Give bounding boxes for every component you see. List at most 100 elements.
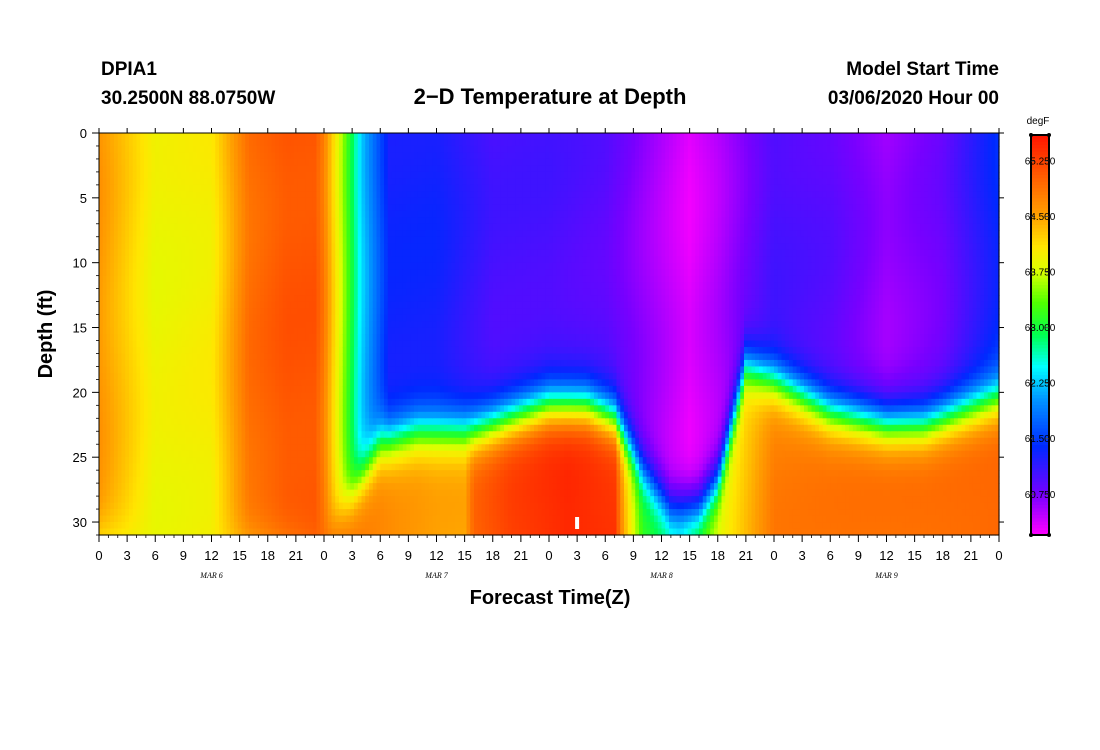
heatmap-cell xyxy=(331,405,336,413)
heatmap-cell xyxy=(354,249,359,257)
heatmap-cell xyxy=(162,171,168,179)
heatmap-cell xyxy=(297,243,303,251)
heatmap-cell xyxy=(110,444,115,452)
heatmap-cell xyxy=(249,321,254,329)
heatmap-cell xyxy=(249,379,254,387)
heatmap-cell xyxy=(215,223,220,231)
heatmap-cell xyxy=(350,133,355,141)
heatmap-cell xyxy=(346,197,351,205)
heatmap-cell xyxy=(114,372,119,380)
heatmap-cell xyxy=(196,450,201,458)
heatmap-cell xyxy=(339,275,344,283)
heatmap-cell xyxy=(354,392,359,400)
heatmap-cell xyxy=(297,165,303,173)
heatmap-cell xyxy=(391,496,396,504)
heatmap-cell xyxy=(357,204,363,212)
heatmap-cell xyxy=(144,145,149,154)
heatmap-cell xyxy=(174,223,179,231)
heatmap-cell xyxy=(369,321,374,329)
heatmap-cell xyxy=(275,444,280,452)
heatmap-cell xyxy=(297,262,303,270)
heatmap-cell xyxy=(342,217,348,225)
model-start-label: Model Start Time xyxy=(846,59,999,80)
heatmap-cell xyxy=(140,509,145,517)
heatmap-cell xyxy=(129,411,134,419)
heatmap-cell xyxy=(249,385,254,393)
heatmap-cell xyxy=(140,502,145,510)
heatmap-cell xyxy=(211,210,216,218)
heatmap-cell xyxy=(117,184,123,192)
heatmap-cell xyxy=(155,171,160,179)
heatmap-cell xyxy=(140,178,145,186)
heatmap-cell xyxy=(271,418,276,426)
heatmap-cell xyxy=(102,301,108,309)
heatmap-cell xyxy=(159,314,164,322)
heatmap-cell xyxy=(282,308,288,316)
heatmap-cell xyxy=(230,502,235,510)
heatmap-cell xyxy=(324,145,329,154)
heatmap-cell xyxy=(376,165,381,173)
heatmap-cell xyxy=(290,444,295,452)
heatmap-cell xyxy=(170,314,175,322)
heatmap-cell xyxy=(140,165,145,173)
heatmap-cell xyxy=(117,171,123,179)
heatmap-cell xyxy=(324,424,329,432)
heatmap-cell xyxy=(222,476,228,484)
heatmap-cell xyxy=(391,392,396,400)
heatmap-cell xyxy=(309,295,314,303)
heatmap-cell xyxy=(342,145,348,154)
heatmap-cell xyxy=(354,230,359,238)
heatmap-cell xyxy=(226,327,231,335)
heatmap-cell xyxy=(297,197,303,205)
heatmap-cell xyxy=(376,437,381,445)
heatmap-cell xyxy=(331,171,336,179)
heatmap-cell xyxy=(256,243,261,251)
heatmap-cell xyxy=(204,152,209,160)
heatmap-cell xyxy=(245,191,250,199)
heatmap-cell xyxy=(166,158,171,167)
heatmap-cell xyxy=(260,210,265,218)
heatmap-cell xyxy=(204,191,209,199)
heatmap-cell xyxy=(361,489,366,497)
heatmap-cell xyxy=(185,457,190,465)
heatmap-cell xyxy=(196,372,201,380)
heatmap-cell xyxy=(252,236,258,244)
heatmap-cell xyxy=(110,470,115,478)
heatmap-cell xyxy=(279,152,284,160)
heatmap-cell xyxy=(361,385,366,393)
heatmap-cell xyxy=(245,483,250,491)
heatmap-cell xyxy=(290,366,295,374)
heatmap-cell xyxy=(121,359,126,368)
heatmap-cell xyxy=(121,334,126,342)
heatmap-cell xyxy=(271,405,276,413)
heatmap-cell xyxy=(387,275,393,283)
heatmap-cell xyxy=(342,522,348,530)
heatmap-cell xyxy=(207,152,213,160)
heatmap-cell xyxy=(290,139,295,147)
heatmap-cell xyxy=(196,236,201,244)
heatmap-cell xyxy=(159,502,164,510)
heatmap-cell xyxy=(387,515,393,523)
heatmap-cell xyxy=(155,444,160,452)
heatmap-cell xyxy=(354,282,359,290)
heatmap-cell xyxy=(331,314,336,322)
heatmap-cell xyxy=(335,210,340,218)
heatmap-cell xyxy=(185,502,190,510)
heatmap-cell xyxy=(102,431,108,439)
heatmap-cell xyxy=(215,431,220,439)
heatmap-cell xyxy=(316,301,321,309)
heatmap-cell xyxy=(241,197,246,205)
heatmap-cell xyxy=(125,178,130,186)
heatmap-cell xyxy=(357,437,363,445)
heatmap-cell xyxy=(282,321,288,329)
heatmap-cell xyxy=(99,372,104,380)
heatmap-cell xyxy=(380,515,385,523)
heatmap-cell xyxy=(267,424,273,432)
heatmap-cell xyxy=(267,522,273,530)
heatmap-cell xyxy=(372,217,378,225)
heatmap-cell xyxy=(320,424,325,432)
heatmap-cell xyxy=(357,184,363,192)
heatmap-cell xyxy=(159,379,164,387)
heatmap-cell xyxy=(369,301,374,309)
heatmap-cell xyxy=(275,262,280,270)
